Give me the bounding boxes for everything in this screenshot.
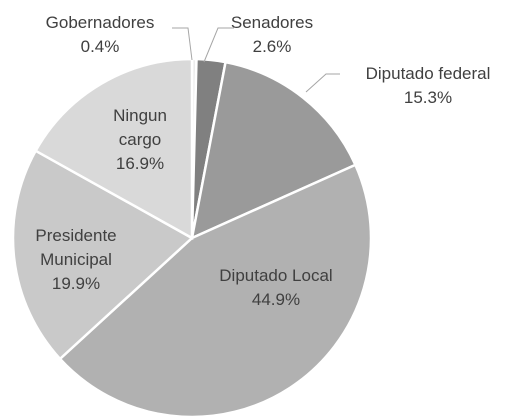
category-label: Ningun cargo (113, 106, 167, 149)
slice-label: Gobernadores 0.4% (46, 11, 155, 59)
value-label: 44.9% (251, 290, 301, 309)
category-label: Senadores (230, 13, 314, 32)
pie-slice (33, 57, 194, 241)
value-label: 15.3% (403, 88, 453, 107)
slice-label: Presidente Municipal 19.9% (16, 224, 136, 296)
slice-label: Ningun cargo 16.9% (100, 104, 180, 176)
leader-line (305, 73, 340, 93)
value-label: 16.9% (115, 154, 165, 173)
value-label: 2.6% (252, 37, 292, 56)
pie-slice (58, 163, 373, 416)
category-label: Diputado Local (219, 266, 333, 285)
pie-slice (11, 149, 195, 361)
slice-label: Senadores 2.6% (231, 11, 313, 59)
value-label: 0.4% (80, 37, 120, 56)
slice-label: Diputado federal 15.3% (366, 62, 491, 110)
leader-line (203, 27, 234, 63)
category-label: Diputado federal (365, 64, 491, 83)
category-label: Presidente Municipal (35, 226, 117, 269)
leader-line (172, 27, 193, 61)
value-label: 19.9% (51, 274, 101, 293)
category-label: Gobernadores (45, 13, 155, 32)
pie-slice (190, 60, 358, 241)
slice-label: Diputado Local 44.9% (176, 264, 376, 312)
